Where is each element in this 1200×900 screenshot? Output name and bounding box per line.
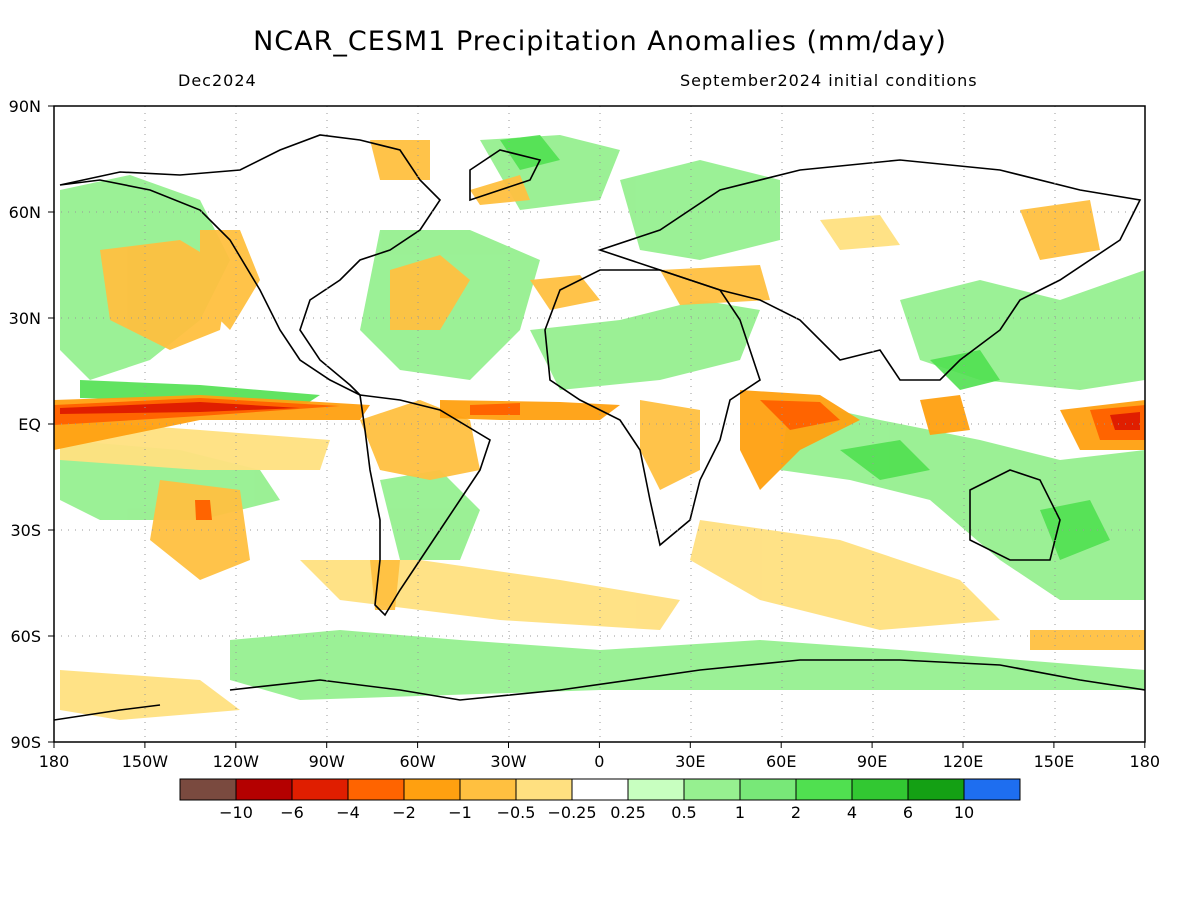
colorbar-label: 4 [847,803,857,822]
longitude-ticks: 180 150W 120W 90W 60W 30W 0 30E 60E 90E 120E 150E 18… [39,742,1160,771]
colorbar-swatch [403,778,461,801]
colorbar-swatch [571,778,629,801]
colorbar-swatch [459,778,517,801]
lon-tick-label: 120E [943,752,984,771]
colorbar-label: −0.5 [497,803,536,822]
colorbar-label: 2 [791,803,801,822]
colorbar-label: −1 [448,803,472,822]
colorbar-label: −6 [280,803,304,822]
colorbar-label: −4 [336,803,360,822]
colorbar-swatch [851,778,909,801]
lat-tick-label: 30S [10,521,41,540]
lat-tick-label: 90S [10,733,41,752]
lon-tick-label: 150W [122,752,169,771]
colorbar-swatch [347,778,405,801]
lon-tick-label: 180 [39,752,70,771]
lon-tick-label: 120W [213,752,260,771]
colorbar-label: 10 [954,803,974,822]
colorbar-label: −0.25 [547,803,596,822]
lon-tick-label: 180 [1130,752,1161,771]
colorbar-swatch [963,778,1021,801]
colorbar-label: 1 [735,803,745,822]
colorbar-swatch [627,778,685,801]
gridlines [54,106,1145,742]
lon-tick-label: 90W [309,752,345,771]
valid-month-label: Dec2024 [178,71,257,90]
lat-tick-label: 90N [9,97,41,116]
colorbar-swatch [683,778,741,801]
colorbar-swatch [795,778,853,801]
colorbar-swatch [515,778,573,801]
lat-tick-label: 60N [9,203,41,222]
colorbar-label: −2 [392,803,416,822]
lon-tick-label: 30E [675,752,705,771]
latitude-ticks: 90N 60N 30N EQ 30S 60S 90S [9,97,54,752]
lon-tick-label: 0 [594,752,604,771]
colorbar-label: 6 [903,803,913,822]
colorbar-swatch [235,778,293,801]
lon-tick-label: 30W [490,752,526,771]
initial-conditions-label: September2024 initial conditions [680,71,978,90]
coastlines [54,134,1145,721]
colorbar: −10 −6 −4 −2 −1 −0.5 −0.25 0.25 0.5 1 2 4 6 10 [179,778,1021,822]
lon-tick-label: 60W [400,752,436,771]
lon-tick-label: 60E [766,752,796,771]
colorbar-swatch [907,778,965,801]
map-title: NCAR_CESM1 Precipitation Anomalies (mm/d… [253,26,947,57]
lat-tick-label: EQ [18,415,41,434]
colorbar-label: 0.25 [610,803,646,822]
lon-tick-label: 150E [1034,752,1075,771]
lon-tick-label: 90E [857,752,887,771]
lat-tick-label: 60S [10,627,41,646]
anomaly-field [54,106,1145,742]
colorbar-label: −10 [219,803,253,822]
colorbar-label: 0.5 [671,803,696,822]
colorbar-swatch [739,778,797,801]
colorbar-swatch [291,778,349,801]
colorbar-swatch [179,778,237,801]
lat-tick-label: 30N [9,309,41,328]
